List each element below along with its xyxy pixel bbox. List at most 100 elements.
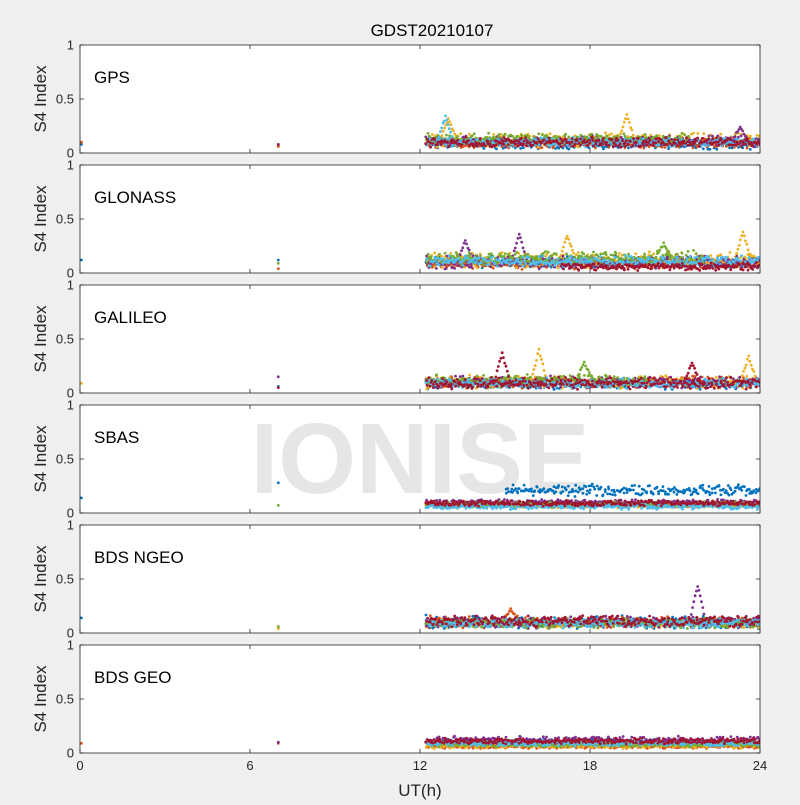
series-7-point [517,145,520,148]
series-3-point [740,234,743,237]
series-6-point [547,257,550,260]
series-7-point [678,264,681,267]
series-6-point [461,264,464,267]
series-7-point [608,144,611,147]
series-4-point [562,255,565,258]
series-1-point [699,388,702,391]
series-7-point [750,141,753,144]
series-6-point [443,120,446,123]
series-5-point [685,254,688,257]
series-4-point [470,263,473,266]
axes-background [80,165,760,273]
series-7-point [757,139,760,142]
series-7-point [433,138,436,141]
series-6-point [537,261,540,264]
series-6-point [520,261,523,264]
series-7-point [591,139,594,142]
series-6-point [451,135,454,138]
series-6-point [630,255,633,258]
series-5-point [468,254,471,257]
series-7-point [642,144,645,147]
series-5-point [605,253,608,256]
series-7-point [524,136,527,139]
series-5-point [516,135,519,138]
series-7-point [671,263,674,266]
series-3-point [566,235,569,238]
series-7-point [479,138,482,141]
series-7-point [693,265,696,268]
series-4-point [459,253,462,256]
series-7-point [720,138,723,141]
series-7-point [652,263,655,266]
series-1-point [277,259,280,262]
series-7-point [677,138,680,141]
series-7-point [570,266,573,269]
series-6-point [517,258,520,261]
series-7-point [698,145,701,148]
series-7-point [627,268,630,271]
series-6-point [671,259,674,262]
series-6-point [724,259,727,262]
series-5-point [605,135,608,138]
series-7-point [635,142,638,145]
series-7-point [733,140,736,143]
series-3-point [562,246,565,249]
series-3-point [442,130,445,133]
series-3-point [450,123,453,126]
series-7-point [499,142,502,145]
series-7-point [689,143,692,146]
series-7-point [747,269,750,272]
series-7-point [745,143,748,146]
series-7-point [670,138,673,141]
series-3-point [575,253,578,256]
series-7-point [625,139,628,142]
series-7-point [595,269,598,272]
series-1-point [664,388,667,391]
series-6-point [506,259,509,262]
series-6-point [448,137,451,140]
series-5-point [681,132,684,135]
series-6-point [445,119,448,122]
y-tick-label: 0.5 [56,212,74,227]
series-5-point [456,135,459,138]
series-4-point [715,144,718,147]
series-7-point [715,136,718,139]
series-7-point [426,138,429,141]
series-7-point [571,145,574,148]
series-6-point [676,256,679,259]
series-6-point [662,257,665,260]
series-7-point [683,139,686,142]
series-3-point [729,251,732,254]
series-6-point [689,255,692,258]
series-3-point [742,231,745,234]
series-3-point [709,254,712,257]
series-5-point [482,263,485,266]
series-7-point [457,139,460,142]
series-3-point [622,126,625,129]
series-6-point [752,137,755,140]
series-7-point [465,136,468,139]
series-7-point [668,268,671,271]
series-7-point [686,140,689,143]
series-5-point [668,257,671,260]
series-6-point [717,259,720,262]
series-7-point [708,138,711,141]
series-7-point [714,269,717,272]
y-tick-label: 1 [67,38,74,53]
series-3-point [448,120,451,123]
series-5-point [520,134,523,137]
series-2-point [692,147,695,150]
series-5-point [497,135,500,138]
series-6-point [433,259,436,262]
series-7-point [591,137,594,140]
series-3-point [526,265,529,268]
series-3-point [624,117,627,120]
series-3-point [565,237,568,240]
series-4-point [460,249,463,252]
series-5-point [619,257,622,260]
series-7-point [631,144,634,147]
series-6-point [449,259,452,262]
series-3-point [618,252,621,255]
